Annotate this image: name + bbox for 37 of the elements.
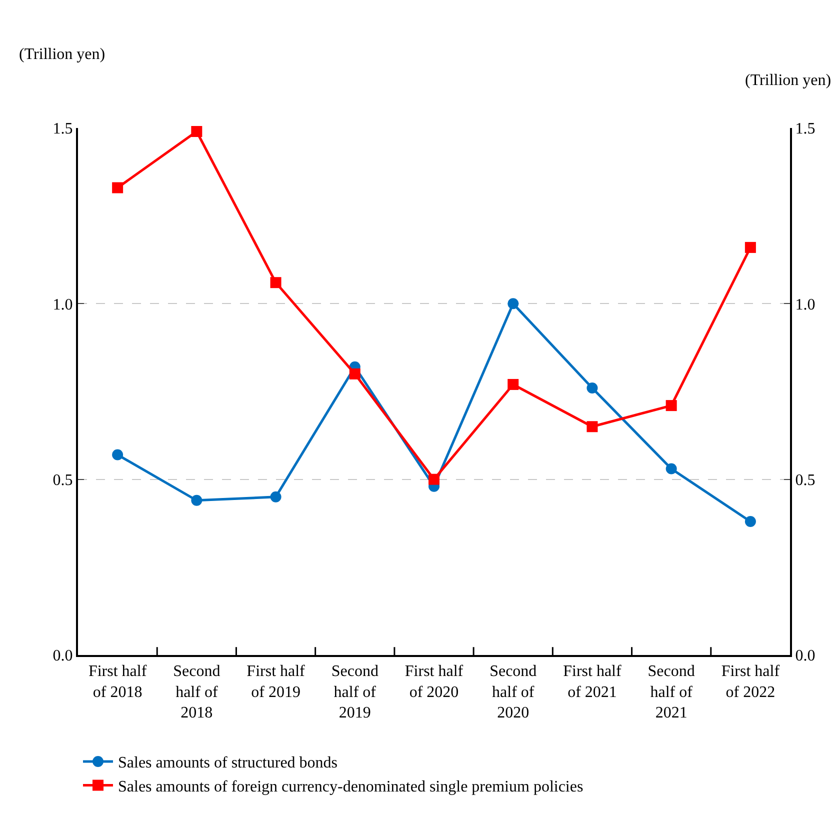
point: [586, 421, 598, 432]
y-tick-label: 1.5: [52, 120, 73, 138]
x-tick-label: First half of 2020: [404, 662, 464, 701]
x-tick-label: First half of 2018: [88, 662, 148, 701]
y-tick-label: 0.5: [52, 472, 73, 489]
y2-tick-label: 0.0: [795, 648, 816, 665]
point: [112, 449, 124, 460]
y-axis-title: (Trillion yen): [19, 46, 106, 63]
x-tick-label: First half of 2019: [246, 662, 306, 701]
y2-tick-label: 1.0: [795, 296, 816, 314]
point: [349, 368, 360, 380]
y-tick-label: 0.0: [52, 648, 73, 665]
point: [112, 182, 124, 194]
x-tick-label: Second half of 2020: [490, 662, 537, 722]
point: [191, 126, 202, 138]
point: [191, 494, 202, 506]
x-tick-label: Second half of 2018: [173, 662, 220, 722]
y-tick-label: 1.0: [52, 296, 73, 314]
x-tick-label: Second half of 2021: [648, 662, 695, 722]
point: [666, 463, 677, 474]
point: [586, 382, 598, 394]
y2-tick-label: 1.5: [795, 120, 816, 138]
point: [666, 400, 677, 412]
point: [744, 516, 756, 527]
point: [270, 277, 282, 288]
x-tick-label: Second half of 2019: [331, 662, 378, 722]
y2-tick-label: 0.5: [795, 472, 816, 489]
point: [428, 474, 440, 485]
x-tick-label: First half of 2022: [721, 662, 780, 701]
point: [508, 298, 519, 310]
legend-label: Sales amounts of structured bonds: [118, 754, 338, 772]
point: [508, 378, 519, 390]
legend-label: Sales amounts of foreign currency-denominated single premium policies: [118, 778, 584, 796]
point: [270, 491, 282, 502]
point: [744, 242, 756, 253]
x-tick-label: First half of 2021: [563, 662, 622, 701]
y2-axis-title: (Trillion yen): [745, 72, 832, 89]
